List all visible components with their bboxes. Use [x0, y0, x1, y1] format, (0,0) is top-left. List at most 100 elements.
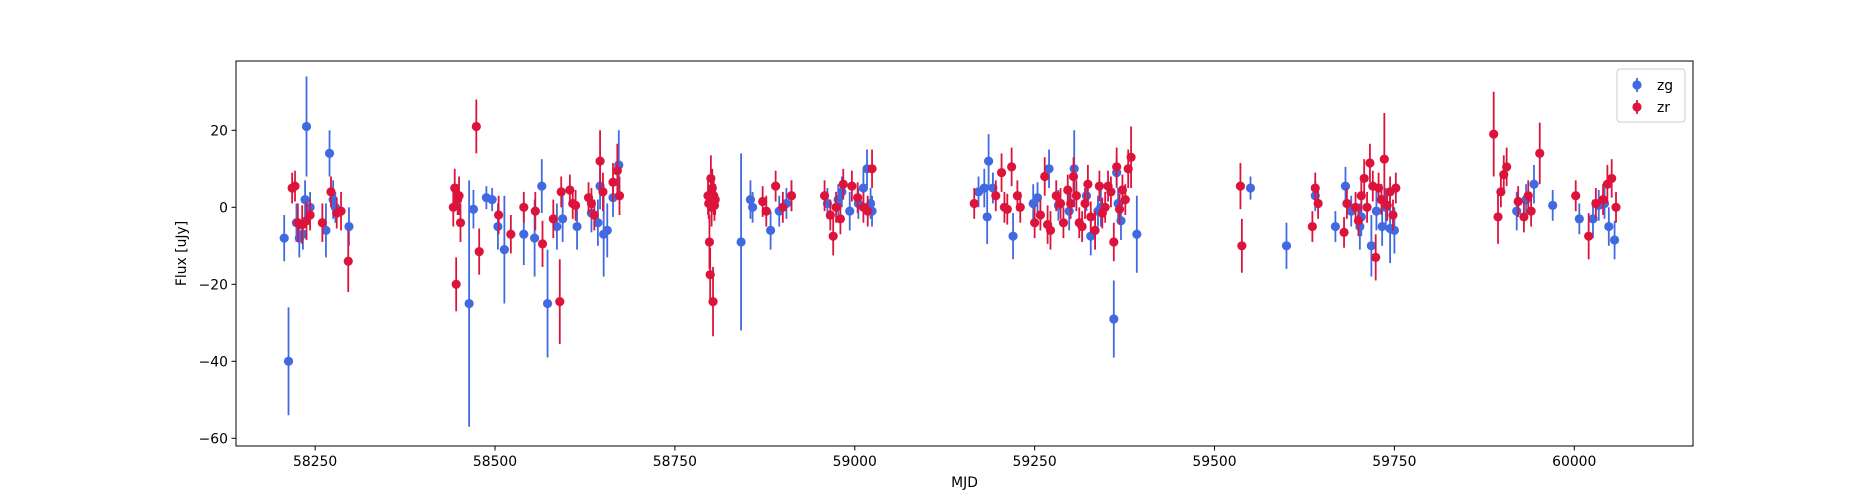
data-point-zr: [1235, 181, 1246, 191]
x-axis-ticks: 58250 58500 58750 59000 59250 59500 59750 60000: [293, 446, 1596, 470]
data-point-zg: [837, 187, 847, 197]
y-axis-label: Flux [uJy]: [174, 221, 190, 286]
legend-box: [1616, 68, 1686, 123]
data-point-zr: [1356, 191, 1366, 201]
x-tick-label: 60000: [1552, 454, 1596, 470]
data-point-zg: [1366, 241, 1376, 251]
data-point-zr: [586, 198, 597, 209]
data-point-zg: [321, 225, 331, 235]
data-point-zr: [1382, 200, 1392, 210]
data-point-zr: [519, 202, 529, 212]
data-point-zr: [1080, 198, 1090, 209]
data-point-zr: [1350, 202, 1361, 212]
x-tick-label: 58500: [473, 454, 517, 470]
data-point-zr: [1379, 154, 1389, 164]
data-point-zr: [1523, 191, 1533, 201]
data-point-zr: [1584, 231, 1594, 241]
data-point-zg: [499, 245, 509, 255]
data-point-zg: [300, 195, 310, 205]
data-point-zg: [1330, 221, 1341, 232]
data-point-zr: [1068, 171, 1079, 182]
data-point-zr: [290, 181, 300, 191]
data-point-zr: [1526, 206, 1536, 216]
data-point-zg: [1377, 221, 1387, 232]
data-point-zr: [1388, 210, 1398, 220]
series-layer: [279, 76, 1621, 427]
data-point-zr: [1496, 187, 1506, 197]
data-point-zr: [1499, 169, 1509, 180]
data-point-zr: [1313, 198, 1323, 209]
data-point-zr: [991, 191, 1001, 201]
data-point-zg: [552, 221, 562, 232]
data-point-zr: [530, 206, 540, 216]
data-point-zr: [838, 179, 848, 189]
data-point-zg: [1245, 183, 1256, 193]
data-point-zr: [710, 195, 720, 205]
data-point-zr: [1117, 185, 1128, 195]
data-point-zr: [1359, 173, 1369, 184]
data-point-zg: [858, 183, 869, 193]
data-point-zr: [612, 166, 622, 176]
data-point-zr: [506, 229, 516, 239]
data-point-zr: [1120, 195, 1130, 205]
data-point-zr: [1055, 198, 1066, 209]
data-point-zg: [519, 229, 529, 239]
data-point-zg: [745, 195, 756, 205]
y-tick-label: −40: [199, 354, 228, 370]
data-point-zr: [571, 200, 581, 210]
data-point-zr: [825, 210, 835, 220]
data-point-zr: [1376, 195, 1387, 205]
data-point-zg: [593, 218, 603, 228]
data-point-zr: [1114, 204, 1125, 214]
data-point-zr: [761, 206, 771, 216]
data-point-zr: [1513, 196, 1523, 207]
data-point-zr: [1535, 148, 1545, 158]
data-point-zr: [778, 202, 788, 212]
data-point-zr: [589, 210, 599, 220]
data-point-zr: [863, 206, 873, 216]
data-point-zr: [1109, 237, 1119, 247]
data-point-zg: [1512, 206, 1522, 216]
data-point-zr: [1083, 179, 1093, 189]
data-point-zr: [1106, 187, 1116, 197]
data-point-zr: [1373, 183, 1384, 193]
data-point-zg: [1064, 206, 1074, 216]
data-point-zr: [548, 214, 558, 224]
data-point-zg: [324, 148, 335, 158]
data-point-zr: [1040, 171, 1050, 182]
y-tick-label: 0: [219, 200, 228, 216]
data-point-zr: [1007, 162, 1017, 172]
data-point-zr: [1071, 191, 1081, 201]
data-point-zg: [542, 298, 553, 309]
data-point-zr: [326, 187, 336, 197]
data-point-zr: [555, 297, 565, 307]
data-point-zr: [853, 193, 863, 203]
data-point-zr: [706, 173, 716, 184]
data-point-zr: [1086, 212, 1096, 222]
data-point-zr: [1015, 202, 1025, 212]
data-point-zr: [828, 231, 838, 241]
data-point-zg: [558, 214, 568, 224]
data-point-zr: [1307, 221, 1317, 232]
data-point-zr: [1112, 162, 1122, 172]
data-point-zr: [1123, 164, 1133, 174]
data-point-zr: [1100, 202, 1110, 212]
data-point-zr: [1237, 241, 1247, 251]
data-point-zr: [1611, 202, 1621, 212]
data-point-zr: [1045, 225, 1056, 235]
x-tick-label: 58250: [293, 454, 337, 470]
data-point-zg: [301, 121, 312, 132]
data-point-zr: [705, 270, 715, 280]
data-point-zr: [707, 183, 717, 193]
data-point-zr: [1353, 216, 1364, 226]
data-point-zr: [771, 181, 781, 191]
y-tick-label: −60: [199, 431, 228, 447]
x-tick-label: 59000: [833, 454, 877, 470]
data-point-zr: [867, 164, 877, 174]
data-point-zr: [786, 191, 797, 201]
legend-marker-zg: [1632, 80, 1642, 90]
data-point-zr: [1342, 198, 1352, 209]
x-tick-label: 59750: [1372, 454, 1416, 470]
data-point-zr: [1365, 158, 1375, 168]
data-point-zr: [336, 206, 346, 216]
